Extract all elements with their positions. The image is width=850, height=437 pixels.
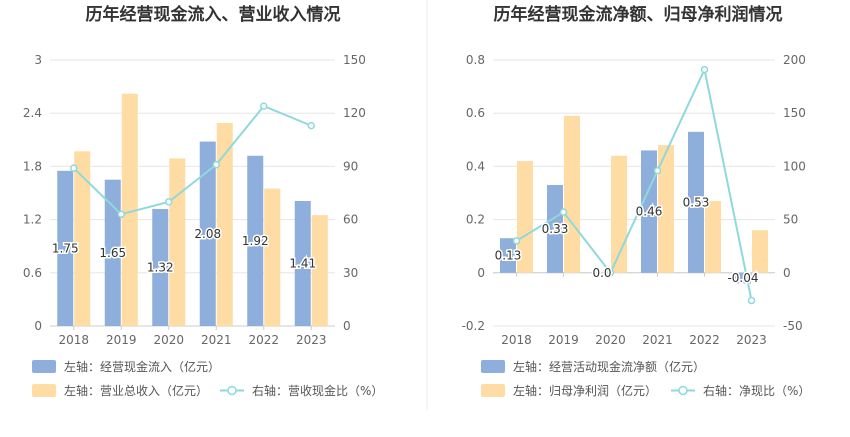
legend-swatch-bar[interactable] bbox=[481, 360, 505, 373]
legend-label[interactable]: 右轴：净现比（%） bbox=[703, 383, 810, 398]
right-bar bbox=[752, 230, 768, 273]
ratio-point bbox=[307, 121, 315, 130]
left-bar bbox=[547, 185, 563, 273]
left-bar bbox=[500, 238, 516, 273]
legend-label[interactable]: 右轴：营收现金比（%） bbox=[252, 383, 383, 398]
x-axis-tick-label: 2023 bbox=[736, 333, 767, 347]
left-axis-tick-label: 0 bbox=[477, 266, 485, 280]
left-axis-tick-label: 3 bbox=[34, 53, 42, 67]
x-axis-tick-label: 2023 bbox=[296, 333, 327, 347]
right-bar bbox=[169, 158, 186, 326]
x-axis-tick-label: 2020 bbox=[153, 333, 184, 347]
left-axis-tick-label: -0.2 bbox=[462, 319, 485, 333]
x-axis-tick-label: 2021 bbox=[642, 333, 673, 347]
right-axis-tick-label: 0 bbox=[783, 266, 791, 280]
right-bar bbox=[658, 145, 674, 273]
left-axis-tick-label: 0.6 bbox=[466, 106, 485, 120]
ratio-line bbox=[515, 66, 753, 301]
bar-data-label: -0.04 bbox=[727, 271, 758, 285]
right-axis-tick-label: 150 bbox=[783, 106, 806, 120]
right-bar bbox=[564, 115, 580, 273]
left-axis-tick-label: 0.4 bbox=[466, 159, 485, 173]
left-axis-tick-label: 0 bbox=[34, 319, 42, 333]
ratio-point bbox=[747, 296, 756, 305]
right-axis-tick-label: 60 bbox=[343, 213, 358, 227]
bar-data-label: 1.92 bbox=[242, 234, 269, 248]
x-axis-tick-label: 2021 bbox=[201, 333, 232, 347]
left-bar bbox=[152, 208, 169, 326]
legend-label[interactable]: 左轴：经营现金流入（亿元） bbox=[64, 359, 220, 374]
ratio-point bbox=[559, 208, 568, 216]
ratio-point bbox=[212, 160, 220, 169]
x-axis-tick-label: 2019 bbox=[106, 333, 137, 347]
right-bar bbox=[264, 188, 281, 326]
right-axis-tick-label: 120 bbox=[343, 106, 366, 120]
left-axis-tick-label: 1.8 bbox=[23, 159, 42, 173]
ratio-point bbox=[260, 102, 268, 110]
right-axis-tick-label: -50 bbox=[783, 319, 803, 333]
x-axis-tick-label: 2022 bbox=[248, 333, 279, 347]
ratio-point bbox=[70, 164, 78, 172]
right-axis-tick-label: 30 bbox=[343, 266, 358, 280]
legend-swatch-bar[interactable] bbox=[32, 360, 56, 373]
bar-data-label: 1.75 bbox=[52, 241, 79, 255]
ratio-point bbox=[653, 166, 662, 175]
left-axis-tick-label: 2.4 bbox=[23, 106, 42, 120]
left-axis-tick-label: 1.2 bbox=[23, 213, 42, 227]
legend-swatch-marker bbox=[227, 385, 237, 396]
left-bar bbox=[199, 141, 216, 326]
bar-data-label: 0.53 bbox=[683, 195, 710, 209]
left-axis-tick-label: 0.8 bbox=[466, 53, 485, 67]
left-axis-tick-label: 0.2 bbox=[466, 213, 485, 227]
bar-data-label: 1.65 bbox=[99, 246, 126, 260]
right-bar bbox=[216, 122, 233, 326]
right-axis-tick-label: 150 bbox=[343, 53, 366, 67]
right-bar bbox=[311, 215, 328, 326]
x-axis-tick-label: 2022 bbox=[689, 333, 720, 347]
left-bar bbox=[688, 131, 704, 273]
bar-data-label: 1.41 bbox=[289, 256, 316, 270]
right-axis-tick-label: 100 bbox=[783, 159, 806, 173]
left-bar bbox=[294, 200, 311, 326]
right-bar bbox=[517, 161, 533, 273]
x-axis-tick-label: 2019 bbox=[548, 333, 579, 347]
bar-data-label: 2.08 bbox=[194, 227, 221, 241]
ratio-line bbox=[73, 104, 312, 216]
legend-swatch-bar[interactable] bbox=[481, 384, 505, 397]
x-axis-tick-label: 2018 bbox=[58, 333, 89, 347]
right-bar bbox=[121, 93, 138, 327]
right-axis-tick-label: 90 bbox=[343, 159, 358, 173]
chart-title: 历年经营现金流净额、归母净利润情况 bbox=[494, 4, 783, 25]
left-bar bbox=[247, 155, 264, 326]
legend-label[interactable]: 左轴：营业总收入（亿元） bbox=[64, 383, 208, 398]
bar-data-label: 0.0 bbox=[592, 266, 611, 280]
chart-title: 历年经营现金流入、营业收入情况 bbox=[86, 4, 341, 25]
ratio-point bbox=[117, 210, 125, 219]
legend-swatch-marker bbox=[678, 385, 688, 396]
bar-data-label: 1.32 bbox=[147, 260, 174, 274]
left-bar bbox=[57, 170, 74, 326]
right-axis-tick-label: 200 bbox=[783, 53, 806, 67]
right-axis-tick-label: 0 bbox=[343, 319, 351, 333]
legend-swatch-bar[interactable] bbox=[32, 384, 56, 397]
ratio-point bbox=[165, 198, 173, 206]
left-bar bbox=[104, 179, 121, 326]
right-bar bbox=[74, 151, 91, 326]
bar-data-label: 0.46 bbox=[636, 205, 663, 219]
ratio-point bbox=[512, 237, 521, 245]
bar-data-label: 0.33 bbox=[542, 222, 569, 236]
ratio-point bbox=[700, 65, 709, 74]
legend-label[interactable]: 左轴：归母净利润（亿元） bbox=[513, 383, 657, 398]
x-axis-tick-label: 2020 bbox=[595, 333, 626, 347]
right-axis-tick-label: 50 bbox=[783, 213, 798, 227]
ratio-point bbox=[606, 269, 615, 277]
left-axis-tick-label: 0.6 bbox=[23, 266, 42, 280]
x-axis-tick-label: 2018 bbox=[501, 333, 532, 347]
legend-label[interactable]: 左轴：经营活动现金流净额（亿元） bbox=[513, 359, 705, 374]
right-bar bbox=[705, 200, 721, 273]
bar-data-label: 0.13 bbox=[495, 249, 522, 263]
left-bar bbox=[735, 272, 751, 284]
